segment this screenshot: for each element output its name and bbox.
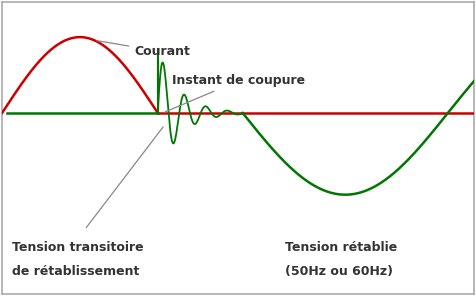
Text: Courant: Courant (97, 41, 190, 58)
Text: Tension transitoire: Tension transitoire (11, 241, 143, 254)
Text: Instant de coupure: Instant de coupure (165, 74, 305, 112)
Text: (50Hz ou 60Hz): (50Hz ou 60Hz) (285, 265, 393, 278)
Text: Tension rétablie: Tension rétablie (285, 241, 397, 254)
Text: de rétablissement: de rétablissement (11, 265, 139, 278)
